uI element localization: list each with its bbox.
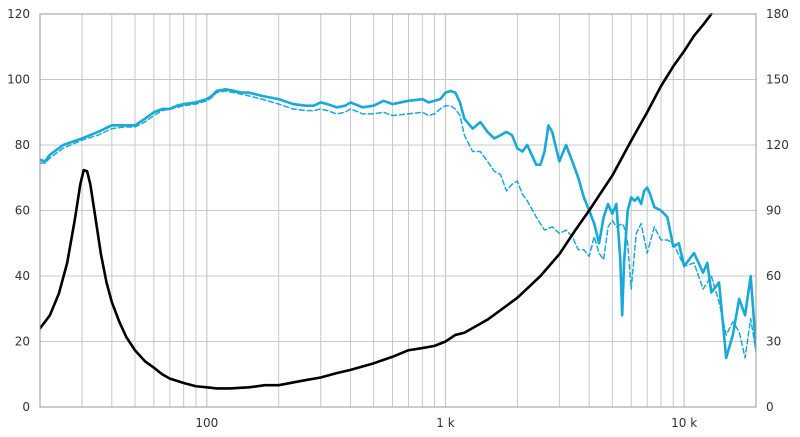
y-left-tick-label: 120 [7,7,30,21]
plot-frame [39,13,757,408]
y-right-tick-label: 0 [766,400,774,414]
spl-curve-solid [40,88,756,360]
y-left-tick-label: 40 [15,269,30,283]
y-left-tick-label: 100 [7,73,30,87]
y-left-tick-label: 0 [22,400,30,414]
x-tick-label: 1 k [436,416,454,430]
y-right-tick-label: 90 [766,204,781,218]
y-axis-left-ticks: 0 20 40 60 80 100 120 [7,7,30,414]
y-right-tick-label: 120 [766,138,789,152]
y-right-tick-label: 180 [766,7,789,21]
series-layer [40,13,756,390]
y-right-tick-label: 60 [766,269,781,283]
x-tick-label: 10 k [671,416,697,430]
grid-lines [39,13,757,408]
y-right-tick-label: 150 [766,73,789,87]
y-left-tick-label: 80 [15,138,30,152]
y-left-tick-label: 20 [15,335,30,349]
spl-curve-dashed [40,90,756,359]
y-axis-right-ticks: 0 30 60 90 120 150 180 [766,7,789,414]
x-axis-ticks: 100 1 k 10 k [195,416,697,430]
x-tick-label: 100 [195,416,218,430]
y-left-tick-label: 60 [15,204,30,218]
y-right-tick-label: 30 [766,335,781,349]
impedance-curve [40,13,713,390]
